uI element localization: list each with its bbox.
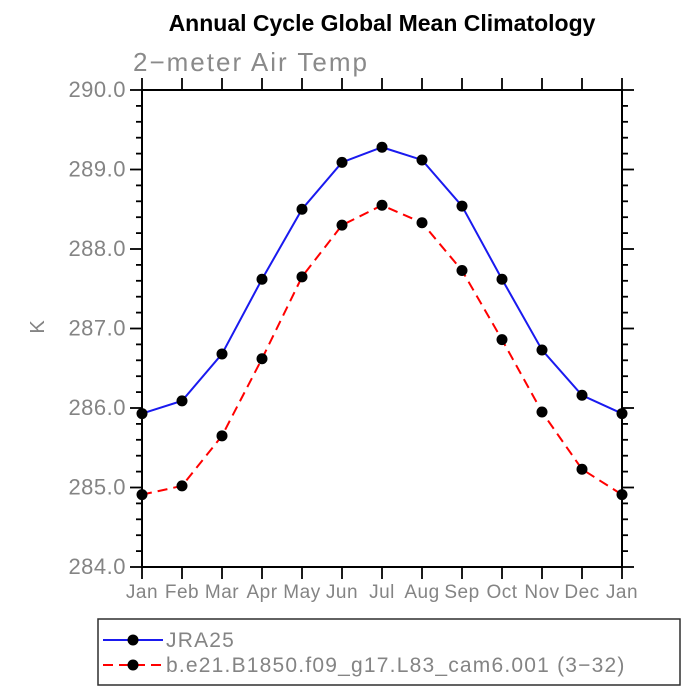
x-tick-label: May [283,582,320,603]
data-point-marker-series0-Feb [176,395,188,407]
plot-frame [141,89,623,568]
data-point-marker-series0-Nov [536,344,548,356]
axis-ticks [130,78,634,579]
series-line-1 [141,204,623,496]
x-tick-label: Jun [326,582,358,603]
y-tick-label: 286.0 [68,395,126,420]
legend-label-jra25: JRA25 [166,629,235,652]
x-tick-label: Jan [606,582,638,603]
data-series [136,141,628,501]
x-tick-label: Mar [205,582,239,603]
x-tick-label: Feb [165,582,199,603]
data-point-marker-series1-May [296,271,308,283]
data-point-marker-series0-Oct [496,273,508,285]
data-point-marker-series1-Oct [496,334,508,346]
x-tick-label: Jul [369,582,395,603]
data-point-marker-series1-Dec [576,463,588,475]
y-tick-label: 285.0 [68,475,126,500]
x-tick-label: Aug [404,582,439,603]
y-tick-label: 290.0 [68,77,126,102]
data-point-marker-series0-Dec [576,389,588,401]
data-point-marker-series0-Jan [616,408,628,420]
y-tick-label: 289.0 [68,157,126,182]
data-point-marker-series1-Jul [376,199,388,211]
data-point-marker-series0-Mar [216,348,228,360]
y-axis-label: K [27,320,49,334]
data-point-marker-series0-Jul [376,141,388,153]
data-point-marker-series0-May [296,203,308,215]
data-point-marker-series0-Apr [256,273,268,285]
legend-label-model: b.e21.B1850.f09_g17.L83_cam6.001 (3−32) [166,654,626,677]
data-point-marker-series1-Aug [416,217,428,229]
x-tick-label: Nov [524,582,559,603]
x-tick-label: Apr [246,582,277,603]
data-point-marker-series1-Jun [336,219,348,231]
data-point-marker-series0-Jan [136,408,148,420]
legend-marker-jra25 [127,634,139,646]
chart-subtitle: 2−meter Air Temp [133,47,369,77]
data-point-marker-series1-Apr [256,353,268,365]
data-point-marker-series0-Sep [456,200,468,212]
x-tick-label: Dec [564,582,599,603]
data-point-marker-series0-Aug [416,154,428,166]
data-point-marker-series1-Feb [176,480,188,492]
legend-box [97,618,681,686]
legend: JRA25 b.e21.B1850.f09_g17.L83_cam6.001 (… [97,618,681,686]
data-point-marker-series0-Jun [336,156,348,168]
data-point-marker-series1-Mar [216,430,228,442]
data-point-marker-series1-Sep [456,264,468,276]
legend-marker-model [127,659,139,671]
x-tick-label: Sep [444,582,479,603]
y-tick-label: 284.0 [68,554,126,579]
y-tick-label: 288.0 [68,236,126,261]
data-point-marker-series1-Jan [136,489,148,501]
x-tick-label: Jan [126,582,158,603]
x-tick-label: Oct [486,582,517,603]
data-point-marker-series1-Jan [616,489,628,501]
y-tick-label: 287.0 [68,316,126,341]
data-point-marker-series1-Nov [536,406,548,418]
series-line-0 [141,146,623,415]
chart-title: Annual Cycle Global Mean Climatology [169,10,596,36]
